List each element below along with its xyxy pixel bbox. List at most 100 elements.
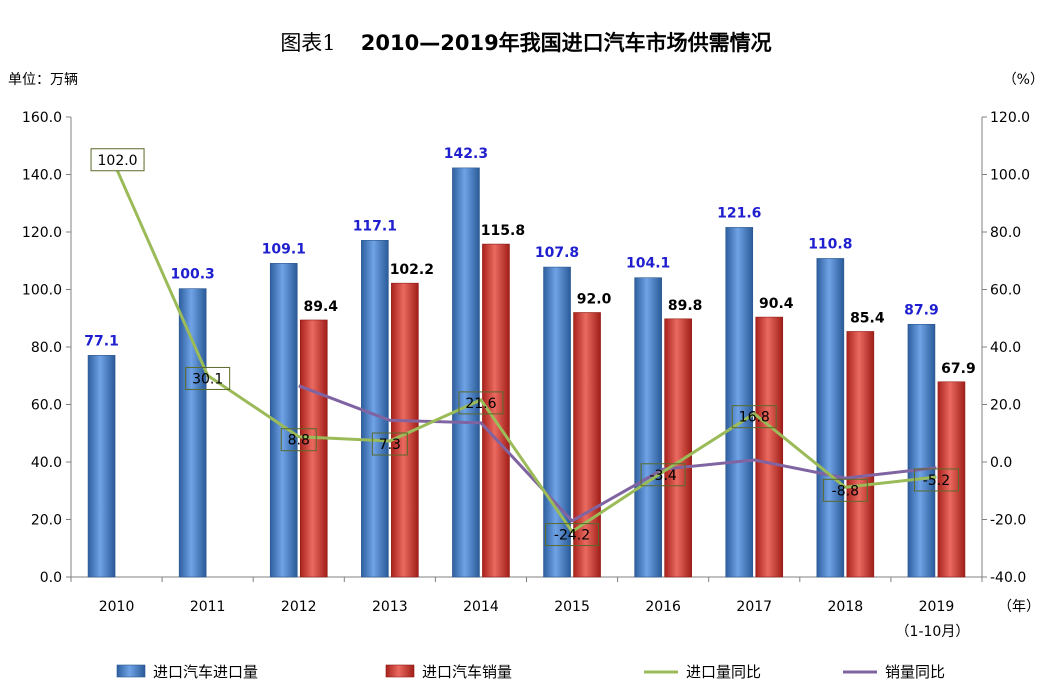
import-volume-bar (361, 240, 389, 578)
import-volume-bar (178, 288, 207, 578)
sales-volume-label: 92.0 (577, 292, 612, 308)
import-volume-label: 121.6 (717, 205, 761, 221)
import-yoy-label-text: 21.6 (465, 396, 496, 412)
import-volume-label: 104.1 (626, 256, 670, 272)
import-yoy-label-box (185, 366, 231, 390)
sales-volume-bar (755, 316, 784, 578)
import-yoy-label-box (640, 463, 686, 487)
import-yoy-label: 8.8 (280, 428, 317, 452)
import-yoy-label-box (371, 432, 408, 456)
import-volume-bar (452, 167, 480, 578)
sales-volume-label: 89.8 (668, 298, 703, 314)
right-axis-tick-label: -40.0 (990, 570, 1026, 586)
x-axis-tick-label: 2012 (281, 599, 317, 615)
import-volume-label: 110.8 (808, 236, 852, 252)
sales-volume-label: 89.4 (303, 299, 338, 315)
x-axis-tick-label: 2010 (99, 599, 135, 615)
sales-volume-label: 85.4 (850, 310, 885, 326)
left-axis-tick-label: 60.0 (31, 398, 62, 414)
legend-label: 进口汽车销量 (422, 663, 512, 681)
import-volume-label: 100.3 (171, 267, 215, 283)
right-axis-tick-label: 80.0 (990, 225, 1021, 241)
import-volume-bar (907, 323, 936, 578)
import-yoy-label-text: 16.8 (739, 410, 770, 426)
import-yoy-label-text: -5.2 (923, 473, 950, 489)
right-axis-tick-label: 0.0 (990, 455, 1012, 471)
legend: 进口汽车进口量 进口汽车销量 进口量同比 销量同比 (116, 663, 945, 681)
import-yoy-label-box (545, 523, 600, 547)
import-yoy-label: 30.1 (185, 366, 231, 390)
x-axis-unit: （年） (998, 599, 1040, 615)
legend-item: 销量同比 (843, 663, 945, 681)
import-volume-label: 107.8 (535, 245, 579, 261)
right-axis-tick-label: 20.0 (990, 398, 1021, 414)
import-volume-bar (725, 227, 754, 578)
import-yoy-label: 7.3 (371, 432, 408, 456)
import-volume-label: 142.3 (444, 146, 488, 162)
sales-volume-label: 102.2 (390, 262, 434, 278)
import-yoy-label: -8.8 (822, 478, 868, 502)
import-volume-bar (816, 258, 845, 578)
import-yoy-label-text: 30.1 (192, 371, 223, 387)
sales-volume-bar (846, 331, 875, 578)
legend-swatch (116, 664, 146, 678)
import-yoy-label-box (822, 478, 868, 502)
import-yoy-label-box (280, 428, 317, 452)
import-yoy-label-text: -24.2 (554, 528, 590, 544)
data-labels: 77.1 100.3 109.1 117.1 142.3 107.8 104.1 121.6 1… (84, 146, 976, 547)
x-axis-tick-label: 2017 (736, 599, 772, 615)
import-volume-bar (87, 355, 116, 578)
sales-volume-label: 90.4 (759, 296, 794, 312)
legend-item: 进口汽车进口量 (116, 663, 258, 681)
import-yoy-label: -3.4 (640, 463, 686, 487)
legend-swatch (385, 664, 415, 678)
import-yoy-label: 21.6 (458, 391, 504, 415)
import-volume-bar (634, 277, 662, 578)
left-axis-tick-label: 80.0 (31, 340, 62, 356)
left-axis-tick-label: 20.0 (31, 513, 62, 529)
x-axis-tick-label: 2015 (554, 599, 590, 615)
import-volume-label: 77.1 (84, 333, 119, 349)
import-volume-label: 87.9 (904, 302, 939, 318)
x-axis-tick-label: 2014 (463, 599, 499, 615)
import-yoy-label: -5.2 (913, 468, 959, 492)
import-yoy-label: 102.0 (90, 148, 145, 172)
legend-item: 进口汽车销量 (385, 663, 512, 681)
x-axis-tick-sublabel: （1-10月） (896, 624, 970, 640)
x-axis-tick-label: 2013 (372, 599, 408, 615)
right-axis-tick-label: -20.0 (990, 513, 1026, 529)
sales-volume-label: 115.8 (481, 223, 525, 239)
sales-volume-bar (664, 318, 692, 578)
right-axis-unit: （%） (1003, 72, 1044, 88)
import-yoy-label-box (458, 391, 504, 415)
sales-volume-bar (573, 312, 601, 578)
right-axis-tick-label: 60.0 (990, 283, 1021, 299)
legend-item: 进口量同比 (644, 663, 761, 681)
x-axis-tick-label: 2019 (919, 599, 955, 615)
import-volume-label: 109.1 (262, 241, 306, 257)
import-yoy-label-text: 8.8 (288, 433, 310, 449)
left-axis-tick-label: 0.0 (40, 570, 62, 586)
right-axis-tick-label: 40.0 (990, 340, 1021, 356)
import-yoy-label-text: -8.8 (832, 483, 859, 499)
axes: 0.0 20.0 40.0 60.0 80.0 100.0 120.0 140.0 160.0 -… (22, 110, 1030, 640)
x-axis-tick-label: 2018 (828, 599, 864, 615)
chart-title: 图表1 2010—2019年我国进口汽车市场供需情况 (280, 31, 771, 55)
sales-volume-bar (299, 319, 328, 578)
import-yoy-line (115, 168, 937, 534)
import-yoy-label-box (90, 148, 145, 172)
sales-volume-label: 67.9 (941, 361, 976, 377)
x-axis-tick-label: 2016 (645, 599, 681, 615)
import-yoy-label-text: 7.3 (379, 437, 401, 453)
left-axis-tick-label: 140.0 (22, 168, 62, 184)
import-yoy-label-box (913, 468, 959, 492)
import-yoy-label-text: -3.4 (649, 468, 676, 484)
chart-title-main: 2010—2019年我国进口汽车市场供需情况 (361, 31, 772, 55)
legend-label: 进口汽车进口量 (153, 663, 258, 681)
left-axis-unit: 单位：万辆 (8, 72, 78, 88)
import-yoy-label-text: 102.0 (98, 153, 138, 169)
legend-label: 进口量同比 (686, 663, 761, 681)
left-axis-tick-label: 100.0 (22, 283, 62, 299)
right-axis-tick-label: 120.0 (990, 110, 1030, 126)
